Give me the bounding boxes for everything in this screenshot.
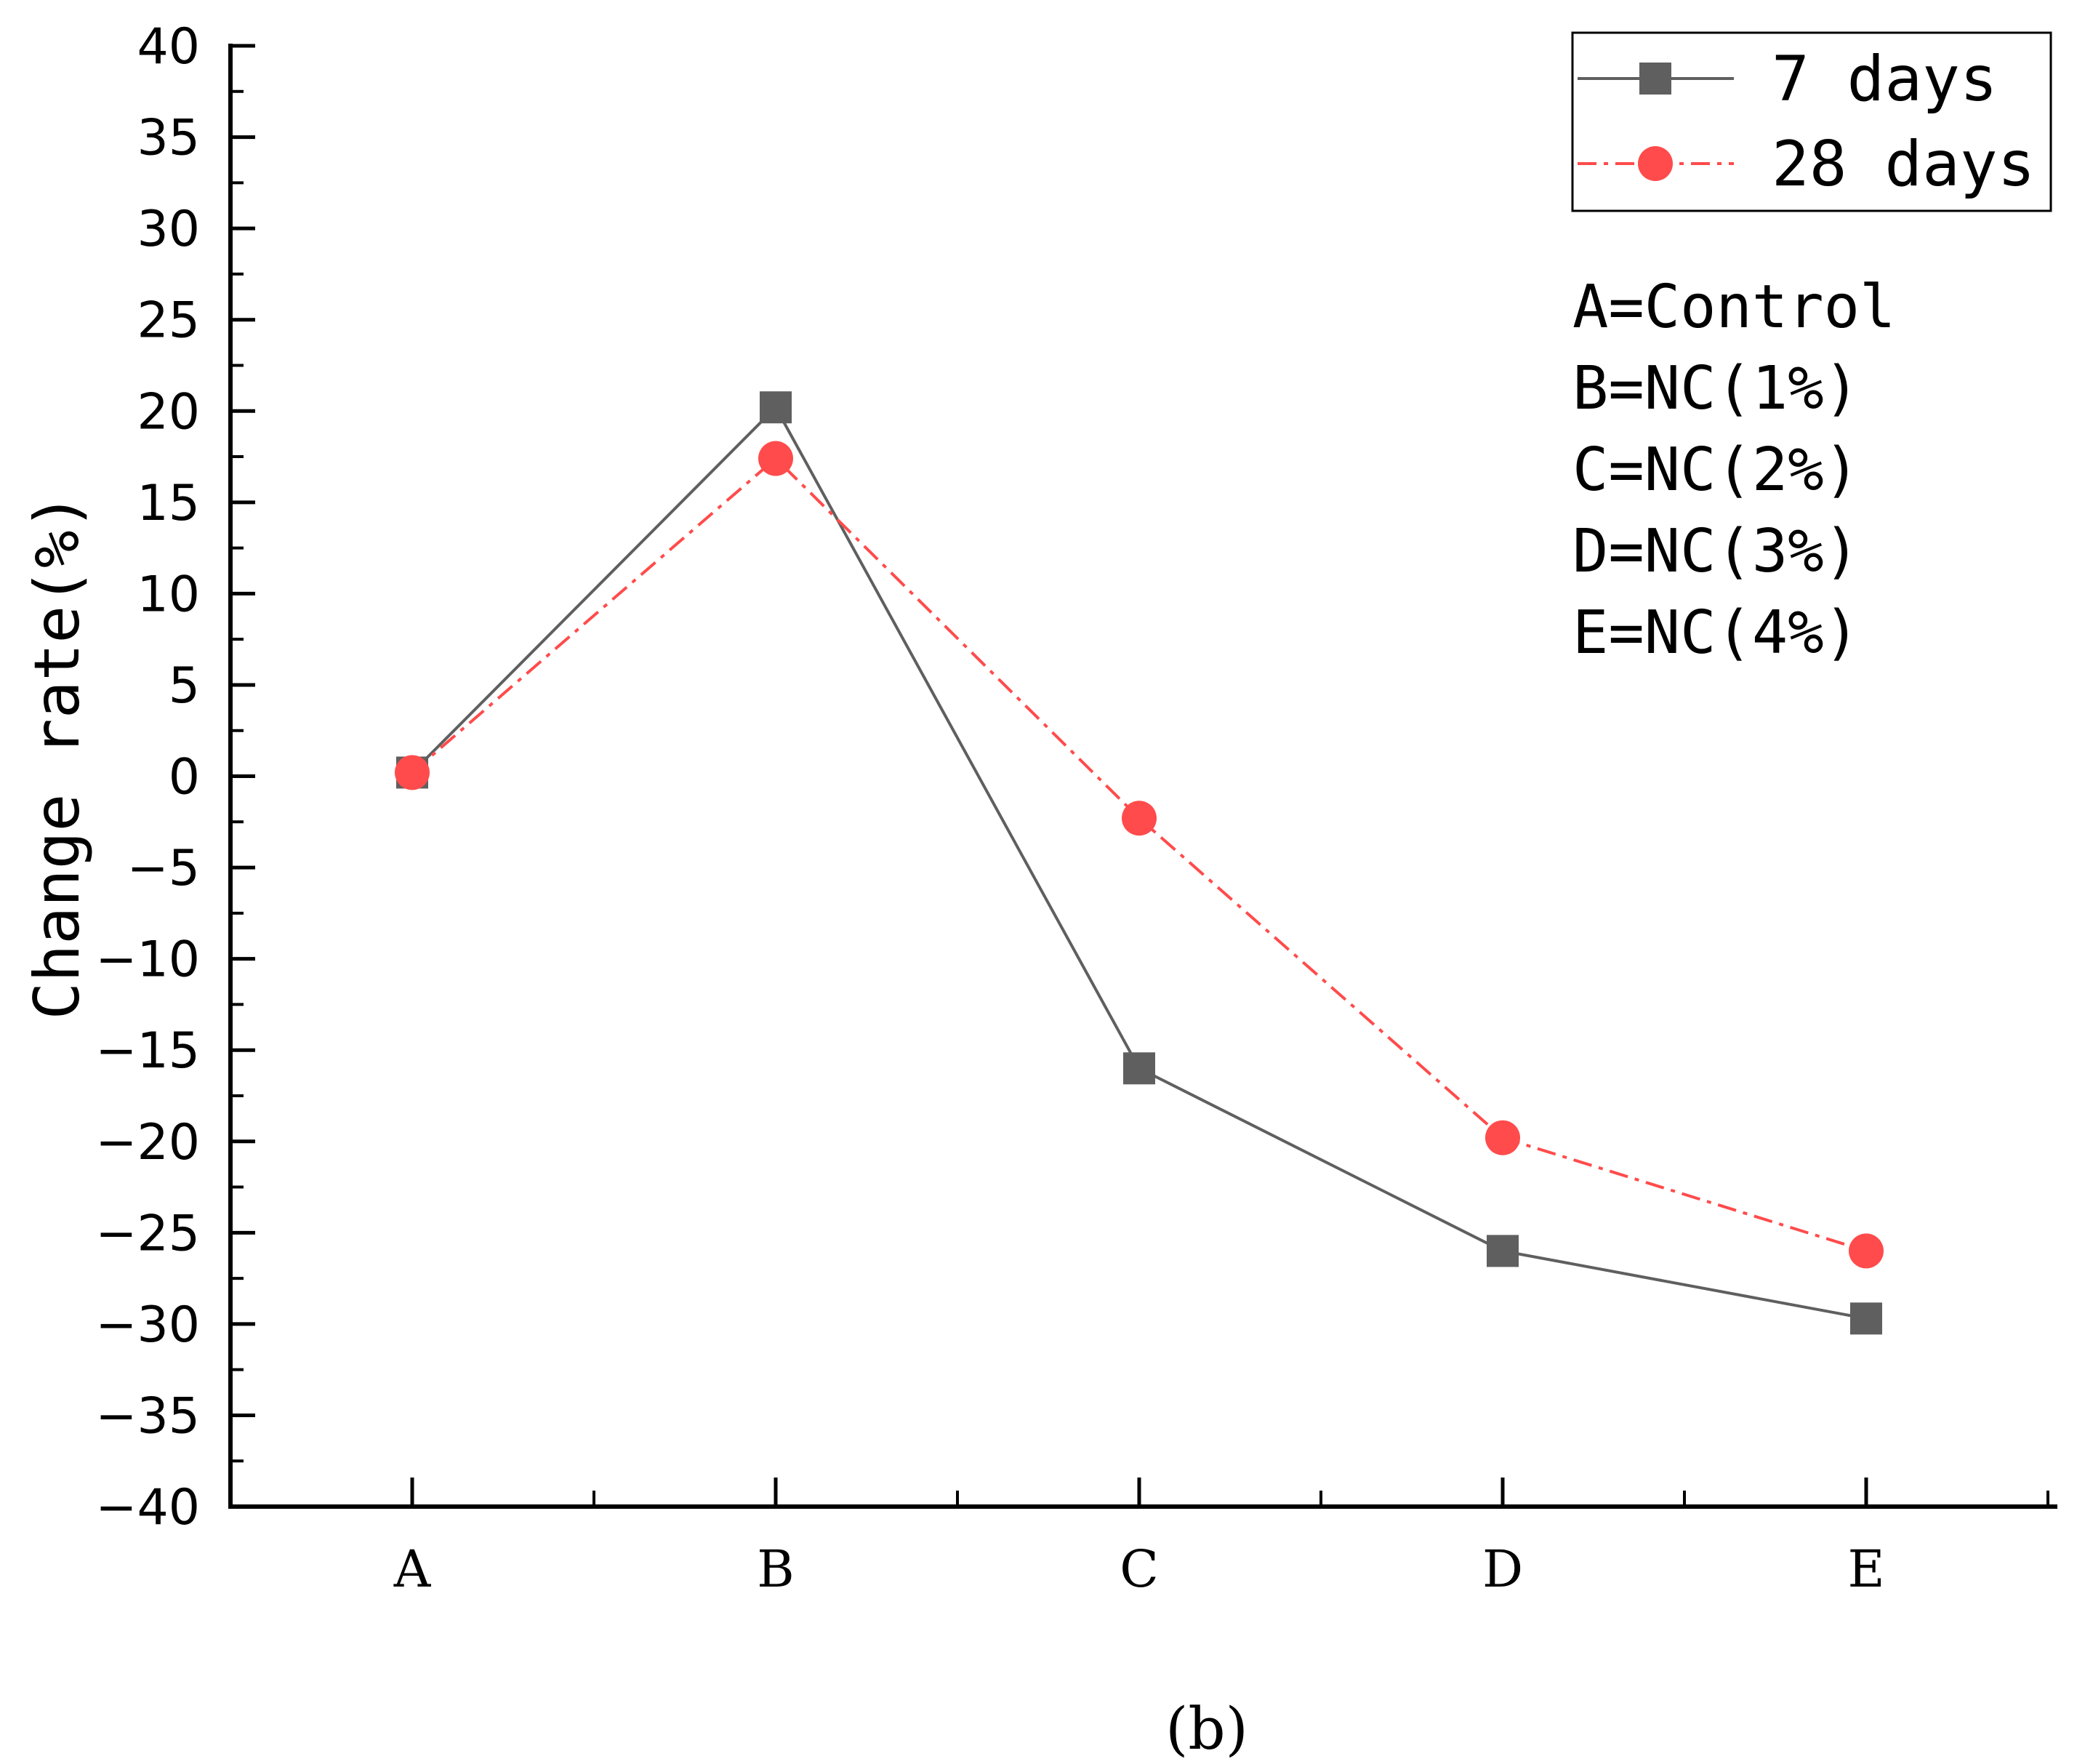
legend-marker-28days (1638, 146, 1673, 181)
y-tick-label: 15 (137, 475, 200, 532)
data-point-7-days-E (1850, 1302, 1882, 1335)
y-tick-label: 0 (169, 749, 200, 806)
y-tick-label: 35 (137, 110, 200, 167)
note-a: A=Control (1572, 273, 1895, 342)
x-ticks: A B C D E (393, 1478, 2049, 1599)
y-tick-label: −20 (95, 1114, 200, 1171)
data-point-28-days-D (1485, 1120, 1520, 1155)
y-tick-label: 25 (137, 292, 200, 350)
x-tick-label: D (1482, 1539, 1523, 1599)
y-axis-label: Change rate(%) (21, 493, 94, 1020)
data-point-28-days-B (758, 441, 793, 476)
note-d: D=NC(3%) (1572, 517, 1860, 586)
note-c: C=NC(2%) (1572, 436, 1860, 505)
data-point-28-days-A (395, 755, 430, 790)
y-tick-label: −40 (95, 1479, 200, 1536)
data-point-7-days-B (760, 391, 792, 424)
legend-box (1571, 31, 2052, 212)
data-point-7-days-C (1123, 1052, 1155, 1085)
axes (228, 44, 2057, 1509)
legend-marker-7days (1639, 63, 1671, 95)
data-point-28-days-E (1849, 1233, 1884, 1269)
legend-label-7days: 7 days (1772, 43, 1998, 116)
x-tick-label: C (1120, 1539, 1159, 1599)
y-tick-label: −5 (127, 840, 200, 897)
figure-caption: (b) (1165, 1695, 1248, 1763)
y-tick-label: 20 (137, 383, 200, 441)
x-tick-label: B (757, 1539, 794, 1599)
y-tick-label: 40 (137, 18, 200, 76)
note-e: E=NC(4%) (1572, 598, 1860, 667)
y-tick-label: −30 (95, 1296, 200, 1354)
y-tick-label: −10 (95, 931, 200, 989)
x-tick-label: A (393, 1539, 432, 1599)
note-b: B=NC(1%) (1572, 354, 1860, 423)
y-tick-label: −25 (95, 1205, 200, 1262)
series-layer (395, 391, 1884, 1335)
y-tick-label: 10 (137, 566, 200, 623)
y-tick-label: −15 (95, 1022, 200, 1080)
category-notes: A=Control B=NC(1%) C=NC(2%) D=NC(3%) E=N… (1572, 273, 1895, 667)
x-tick-label: E (1847, 1539, 1884, 1599)
legend: 7 days 28 days (1571, 31, 2052, 212)
legend-label-28days: 28 days (1772, 128, 2035, 201)
data-point-28-days-C (1122, 801, 1157, 836)
y-tick-label: 5 (169, 657, 200, 715)
y-ticks: 40 35 30 25 20 15 10 5 0 −5 −10 −15 −20 −25 −30 −35 −40 (95, 18, 255, 1536)
y-tick-label: −35 (95, 1387, 200, 1445)
data-point-7-days-D (1487, 1235, 1519, 1267)
y-tick-label: 30 (137, 201, 200, 258)
